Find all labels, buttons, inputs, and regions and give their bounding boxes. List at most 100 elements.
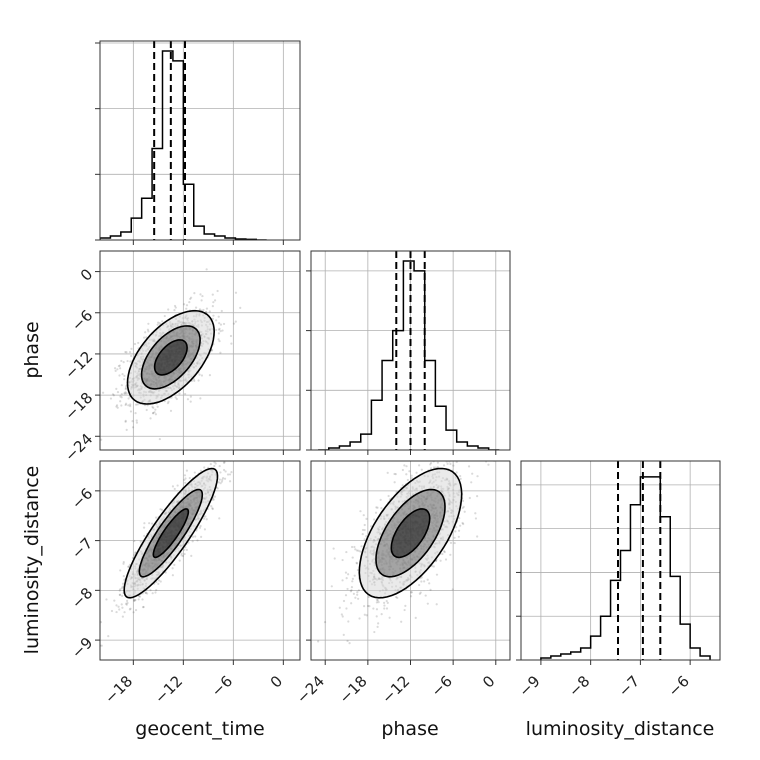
scatter-point [101,391,105,394]
y-tick-label: −6 [68,484,96,512]
scatter-point [462,505,465,508]
contour-inner [153,339,188,376]
scatter-point [211,507,214,511]
scatter-point [185,307,188,310]
scatter-point [201,294,204,298]
scatter-point [154,516,158,519]
scatter-point [176,484,179,487]
scatter-point [142,526,146,529]
scatter-point [130,354,133,358]
scatter-point [234,444,236,446]
scatter-point [126,359,129,363]
panel-content [540,461,711,660]
scatter-point [219,482,222,485]
scatter-point [194,306,198,309]
scatter-point [211,305,214,308]
scatter-point [380,506,383,510]
scatter-point [151,412,155,415]
scatter-point [205,451,207,453]
scatter-point [95,616,97,618]
scatter-point [118,593,121,597]
scatter-point [124,350,127,354]
scatter-point [173,304,177,308]
scatter-point [370,525,373,528]
scatter-point [386,601,389,604]
scatter-point [476,535,479,538]
scatter-point [134,412,137,415]
scatter-point [396,596,399,599]
scatter-point [134,598,137,602]
scatter-point [100,644,103,647]
scatter-point [114,369,117,372]
scatter-point [377,622,380,625]
scatter-point [120,359,123,363]
scatter-point [365,614,368,617]
x-tick-label: −6 [428,672,456,700]
scatter-point [188,301,191,304]
scatter-point [113,367,117,370]
scatter-point [470,481,473,484]
scatter-point [455,471,458,474]
scatter-point [224,470,227,473]
scatter-point [146,328,150,331]
scatter-point [432,466,436,469]
scatter-point [184,477,187,480]
scatter-point [163,314,166,318]
scatter-point [129,607,132,610]
scatter-point [221,329,224,332]
scatter-point [123,374,126,377]
scatter-point [174,396,177,399]
scatter-point [128,351,132,354]
scatter-point [468,496,471,500]
scatter-point [221,453,223,455]
scatter-point [203,466,206,469]
scatter-point [462,450,464,452]
scatter-point [154,591,157,594]
scatter-point [459,524,462,527]
scatter-point [350,589,353,592]
scatter-point [211,507,214,510]
scatter-point [151,405,154,408]
scatter-point [125,428,128,431]
histogram-step [318,260,500,450]
scatter-point [408,470,411,473]
scatter-point [230,471,233,474]
scatter-point [115,604,118,607]
panel-0 [95,40,301,245]
y-tick-label: −24 [61,430,96,465]
y-axis-label-luminosity-distance: luminosity_distance [21,466,43,655]
scatter-point [183,548,186,551]
scatter-point [112,394,115,397]
scatter-point [117,605,120,608]
scatter-point [471,472,474,475]
scatter-point [346,587,349,591]
scatter-point [120,587,123,590]
scatter-point [175,397,178,401]
scatter-point [121,373,124,376]
y-tick-label: −12 [61,348,96,383]
scatter-point [190,554,193,558]
scatter-point [185,548,188,551]
scatter-point [352,592,355,595]
scatter-point [213,461,216,464]
x-axis-label-phase: phase [381,718,438,740]
scatter-point [125,603,128,606]
scatter-point [383,607,386,610]
x-axis-label-luminosity-distance: luminosity_distance [526,718,715,740]
scatter-point [135,421,139,424]
panel-2: −9 −8 −7 −6 [515,460,721,700]
scatter-point [239,306,242,309]
panel-content [100,41,267,240]
scatter-point [209,463,212,466]
scatter-point [203,528,207,531]
scatter-point [132,611,135,614]
scatter-point [348,642,351,645]
scatter-point [127,565,130,569]
scatter-point [219,330,222,333]
scatter-point [121,594,124,597]
scatter-point [406,478,409,482]
scatter-point [362,514,365,517]
scatter-point [138,595,142,598]
scatter-point [415,471,418,474]
scatter-point [401,468,404,472]
